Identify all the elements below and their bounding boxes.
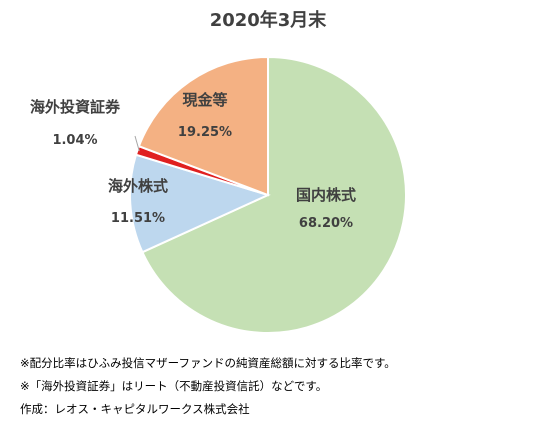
slice-label-value: 1.04% (52, 133, 97, 148)
pie-slice (137, 55, 269, 197)
footnote-ratio: ※配分比率はひふみ投信マザーファンドの純資産総額に対する比率です。 (20, 356, 396, 370)
leader-line (134, 135, 140, 152)
slice-label-name: 海外投資証券 (30, 98, 121, 116)
slice-label-name: 国内株式 (296, 186, 356, 204)
chart-title: 2020年3月末 (209, 10, 327, 31)
slice-label-name: 海外株式 (108, 177, 168, 195)
footnote-author: 作成：レオス・キャピタルワークス株式会社 (20, 402, 250, 416)
footnotes: ※配分比率はひふみ投信マザーファンドの純資産総額に対する比率です。 ※「海外投資… (20, 352, 530, 421)
slice-label-value: 19.25% (178, 125, 232, 140)
pie-slice (141, 55, 407, 334)
slice-label-name: 現金等 (182, 91, 227, 109)
footnote-reit: ※「海外投資証券」はリート（不動産投資信託）などです。 (20, 379, 328, 393)
pie-slice (129, 153, 271, 254)
slice-label-value: 11.51% (111, 211, 165, 226)
slice-label-value: 68.20% (299, 216, 353, 231)
